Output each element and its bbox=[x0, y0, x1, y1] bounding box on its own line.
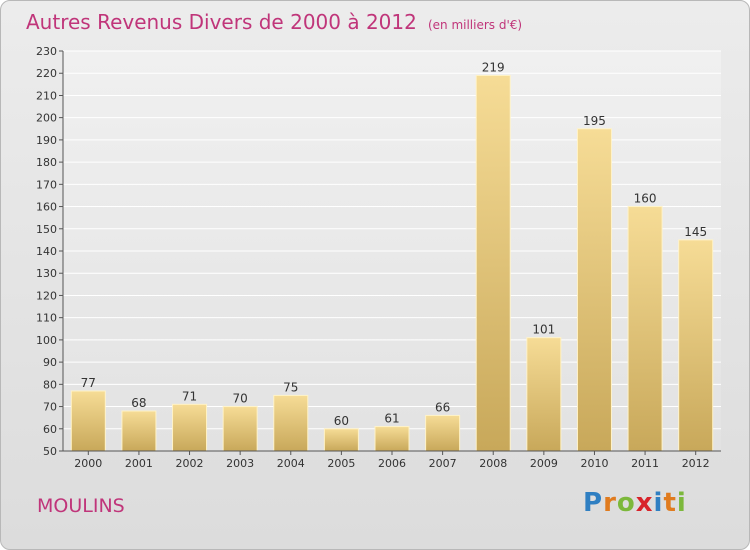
y-tick-label: 130 bbox=[36, 267, 57, 280]
x-tick-label-2012: 2012 bbox=[682, 457, 710, 470]
y-tick-label: 180 bbox=[36, 156, 57, 169]
value-label-2000: 77 bbox=[81, 376, 96, 390]
town-name: MOULINS bbox=[37, 495, 125, 517]
value-label-2005: 60 bbox=[334, 414, 349, 428]
value-label-2011: 160 bbox=[634, 192, 657, 206]
x-tick-label-2004: 2004 bbox=[277, 457, 305, 470]
x-tick-label-2005: 2005 bbox=[327, 457, 355, 470]
value-label-2009: 101 bbox=[532, 323, 555, 337]
bar-2007 bbox=[425, 414, 461, 452]
proxiti-logo: Proxiti bbox=[583, 488, 687, 518]
y-tick-label: 90 bbox=[43, 356, 57, 369]
x-tick-label-2003: 2003 bbox=[226, 457, 254, 470]
chart-title-text: Autres Revenus Divers de 2000 à 2012 bbox=[26, 10, 417, 34]
x-tick-label-2001: 2001 bbox=[125, 457, 153, 470]
value-label-2002: 71 bbox=[182, 389, 197, 403]
x-tick-label-2008: 2008 bbox=[479, 457, 507, 470]
bar-2002 bbox=[172, 403, 208, 452]
y-tick-label: 190 bbox=[36, 134, 57, 147]
value-label-2004: 75 bbox=[283, 380, 298, 394]
y-tick-label: 70 bbox=[43, 401, 57, 414]
y-tick-label: 50 bbox=[43, 445, 57, 458]
bar-2000 bbox=[70, 390, 106, 452]
logo-letter: r bbox=[603, 488, 617, 518]
bar-2004 bbox=[273, 394, 309, 452]
y-tick-label: 120 bbox=[36, 289, 57, 302]
value-label-2012: 145 bbox=[684, 225, 707, 239]
y-tick-label: 80 bbox=[43, 378, 57, 391]
y-tick-label: 150 bbox=[36, 223, 57, 236]
value-label-2007: 66 bbox=[435, 400, 450, 414]
value-label-2001: 68 bbox=[131, 396, 146, 410]
x-tick-label-2006: 2006 bbox=[378, 457, 406, 470]
bar-2011 bbox=[627, 206, 663, 452]
bar-2008 bbox=[475, 74, 511, 452]
y-tick-label: 140 bbox=[36, 245, 57, 258]
bar-2006 bbox=[374, 426, 410, 452]
y-tick-label: 110 bbox=[36, 312, 57, 325]
chart-title: Autres Revenus Divers de 2000 à 2012 (en… bbox=[26, 10, 522, 34]
logo-letter: i bbox=[653, 488, 664, 518]
logo-letter: x bbox=[635, 488, 654, 518]
logo-letter: o bbox=[616, 488, 636, 518]
value-label-2006: 61 bbox=[384, 412, 399, 426]
x-tick-label-2009: 2009 bbox=[530, 457, 558, 470]
logo-letter: i bbox=[676, 488, 687, 518]
bar-2005 bbox=[323, 428, 359, 452]
logo-letter: P bbox=[583, 488, 604, 518]
y-tick-label: 160 bbox=[36, 201, 57, 214]
y-tick-label: 100 bbox=[36, 334, 57, 347]
y-tick-label: 210 bbox=[36, 89, 57, 102]
bar-2009 bbox=[526, 337, 562, 452]
y-tick-label: 220 bbox=[36, 67, 57, 80]
value-label-2008: 219 bbox=[482, 60, 505, 74]
bar-2012 bbox=[678, 239, 714, 452]
y-tick-label: 170 bbox=[36, 178, 57, 191]
y-tick-label: 60 bbox=[43, 423, 57, 436]
x-tick-label-2011: 2011 bbox=[631, 457, 659, 470]
value-label-2003: 70 bbox=[233, 392, 248, 406]
x-tick-label-2010: 2010 bbox=[580, 457, 608, 470]
x-tick-label-2002: 2002 bbox=[176, 457, 204, 470]
logo-letter: t bbox=[663, 488, 677, 518]
y-tick-label: 200 bbox=[36, 112, 57, 125]
value-label-2010: 195 bbox=[583, 114, 606, 128]
bar-2003 bbox=[222, 406, 258, 452]
bar-2001 bbox=[121, 410, 157, 452]
x-tick-label-2007: 2007 bbox=[429, 457, 457, 470]
x-tick-label-2000: 2000 bbox=[74, 457, 102, 470]
y-tick-label: 230 bbox=[36, 45, 57, 58]
chart-unit-note: (en milliers d'€) bbox=[427, 18, 523, 32]
bar-2010 bbox=[576, 128, 612, 452]
